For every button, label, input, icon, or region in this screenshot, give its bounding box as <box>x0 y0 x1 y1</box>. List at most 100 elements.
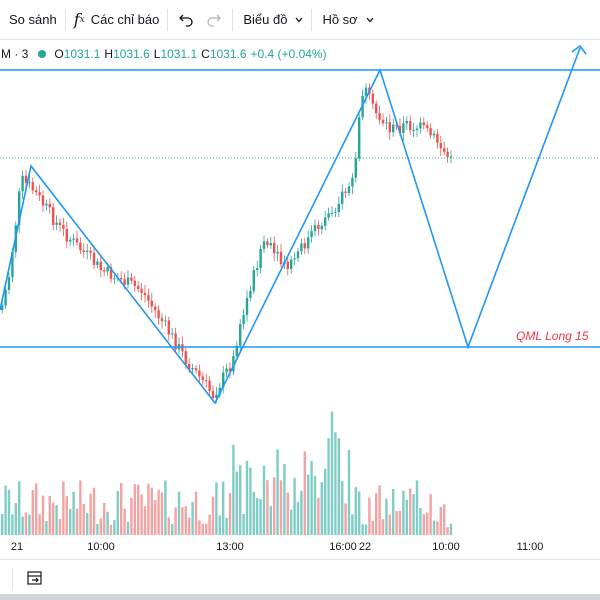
candle-body <box>35 190 38 193</box>
status-dot-icon <box>38 50 47 58</box>
candle-body <box>422 122 425 126</box>
candle-body <box>157 310 160 319</box>
volume-bar <box>426 512 429 535</box>
candle-body <box>344 191 347 194</box>
drawings <box>0 44 600 405</box>
time-axis[interactable]: 21 10:00 13:00 16:00 22 10:00 11:00 <box>0 537 600 559</box>
volume-bar <box>398 510 402 535</box>
volume-bar <box>69 508 72 535</box>
candle-body <box>160 318 164 322</box>
volume-bar <box>215 482 218 535</box>
candle-body <box>18 191 21 226</box>
volume-bar <box>96 524 99 535</box>
chart-menu-button[interactable]: Biểu đồ <box>233 0 311 40</box>
candle-body <box>439 143 442 149</box>
candle-body <box>72 238 75 240</box>
volume-bar <box>198 520 201 535</box>
volume-bar <box>228 493 232 535</box>
candle-body <box>228 368 232 372</box>
volume-bar <box>313 475 317 535</box>
candle-body <box>11 251 14 278</box>
candle-body <box>415 128 419 130</box>
redo-button[interactable] <box>200 0 232 40</box>
volume-bar <box>181 507 184 535</box>
candle-body <box>334 211 337 213</box>
undo-button[interactable] <box>168 0 200 40</box>
close-value: 1031.6 <box>209 47 247 61</box>
candle-body <box>154 306 157 311</box>
chart-menu-label: Biểu đồ <box>243 12 288 27</box>
volume-bar <box>279 480 283 535</box>
bottom-toolbar <box>0 559 600 600</box>
volume-bar <box>211 496 215 535</box>
date-range-button[interactable] <box>26 569 44 587</box>
volume-bar <box>7 489 11 535</box>
compare-button[interactable]: So sánh <box>0 0 65 40</box>
close-key: C <box>201 47 210 61</box>
volume-bar <box>330 411 334 535</box>
bottom-divider <box>12 568 13 590</box>
candle-body <box>69 239 72 242</box>
volume-bar <box>405 499 408 535</box>
volume-bar <box>290 509 293 535</box>
candle-body <box>432 133 436 136</box>
candle-body <box>198 370 201 377</box>
volume-bar <box>92 487 96 535</box>
volume-bar <box>150 487 153 535</box>
volume-bar <box>419 507 422 535</box>
candle-body <box>307 237 310 249</box>
volume-bar <box>137 484 140 535</box>
candle-body <box>436 133 439 144</box>
volume-bar <box>354 487 357 535</box>
volume-bar <box>443 504 446 535</box>
candle-body <box>296 251 300 259</box>
volume-bar <box>143 506 147 535</box>
candle-body <box>75 238 79 243</box>
candle-body <box>245 297 249 315</box>
volume-bar <box>205 523 208 535</box>
volume-bar <box>395 510 398 535</box>
volume-bar <box>317 497 320 535</box>
volume-bar <box>307 474 310 535</box>
volume-bar <box>201 523 204 535</box>
volume-bar <box>388 514 391 535</box>
low-value: 1031.1 <box>160 47 198 61</box>
volume-bar <box>375 493 378 535</box>
candle-body <box>113 278 116 280</box>
candle-body <box>266 241 269 246</box>
candle-body <box>7 277 11 290</box>
volume-bar <box>364 524 368 535</box>
ohlc-legend: M · 3 O 1031.1 H 1031.6 L 1031.1 C 1031.6 +0… <box>0 44 327 64</box>
candle-body <box>58 222 62 225</box>
high-key: H <box>104 47 114 61</box>
volume-bar <box>344 503 347 535</box>
candle-body <box>89 250 92 253</box>
candle-body <box>188 363 191 370</box>
candle-body <box>381 119 385 124</box>
candle-body <box>385 122 388 124</box>
candle-body <box>286 261 289 270</box>
candle-body <box>21 175 24 192</box>
candle-body <box>130 277 133 281</box>
volume-bar <box>368 497 371 535</box>
price-chart[interactable]: QML Long 15 <box>0 40 600 537</box>
profile-menu-button[interactable]: Hồ sơ <box>312 0 381 40</box>
volume-bar <box>24 512 28 535</box>
volume-bar <box>415 480 419 535</box>
volume-bar <box>188 517 191 535</box>
candle-body <box>398 125 402 133</box>
time-tick: 10:00 <box>432 541 460 553</box>
volume-bar <box>157 489 160 535</box>
volume-bar <box>120 483 123 535</box>
candle-body <box>48 203 51 208</box>
candle-body <box>109 267 113 279</box>
candle-body <box>273 242 276 254</box>
volume-bar <box>242 514 245 535</box>
bottom-strip <box>0 594 600 600</box>
volume-bar <box>310 460 313 535</box>
candle-body <box>293 258 296 260</box>
pattern-zigzag <box>0 47 581 405</box>
volume-bar <box>327 438 330 535</box>
